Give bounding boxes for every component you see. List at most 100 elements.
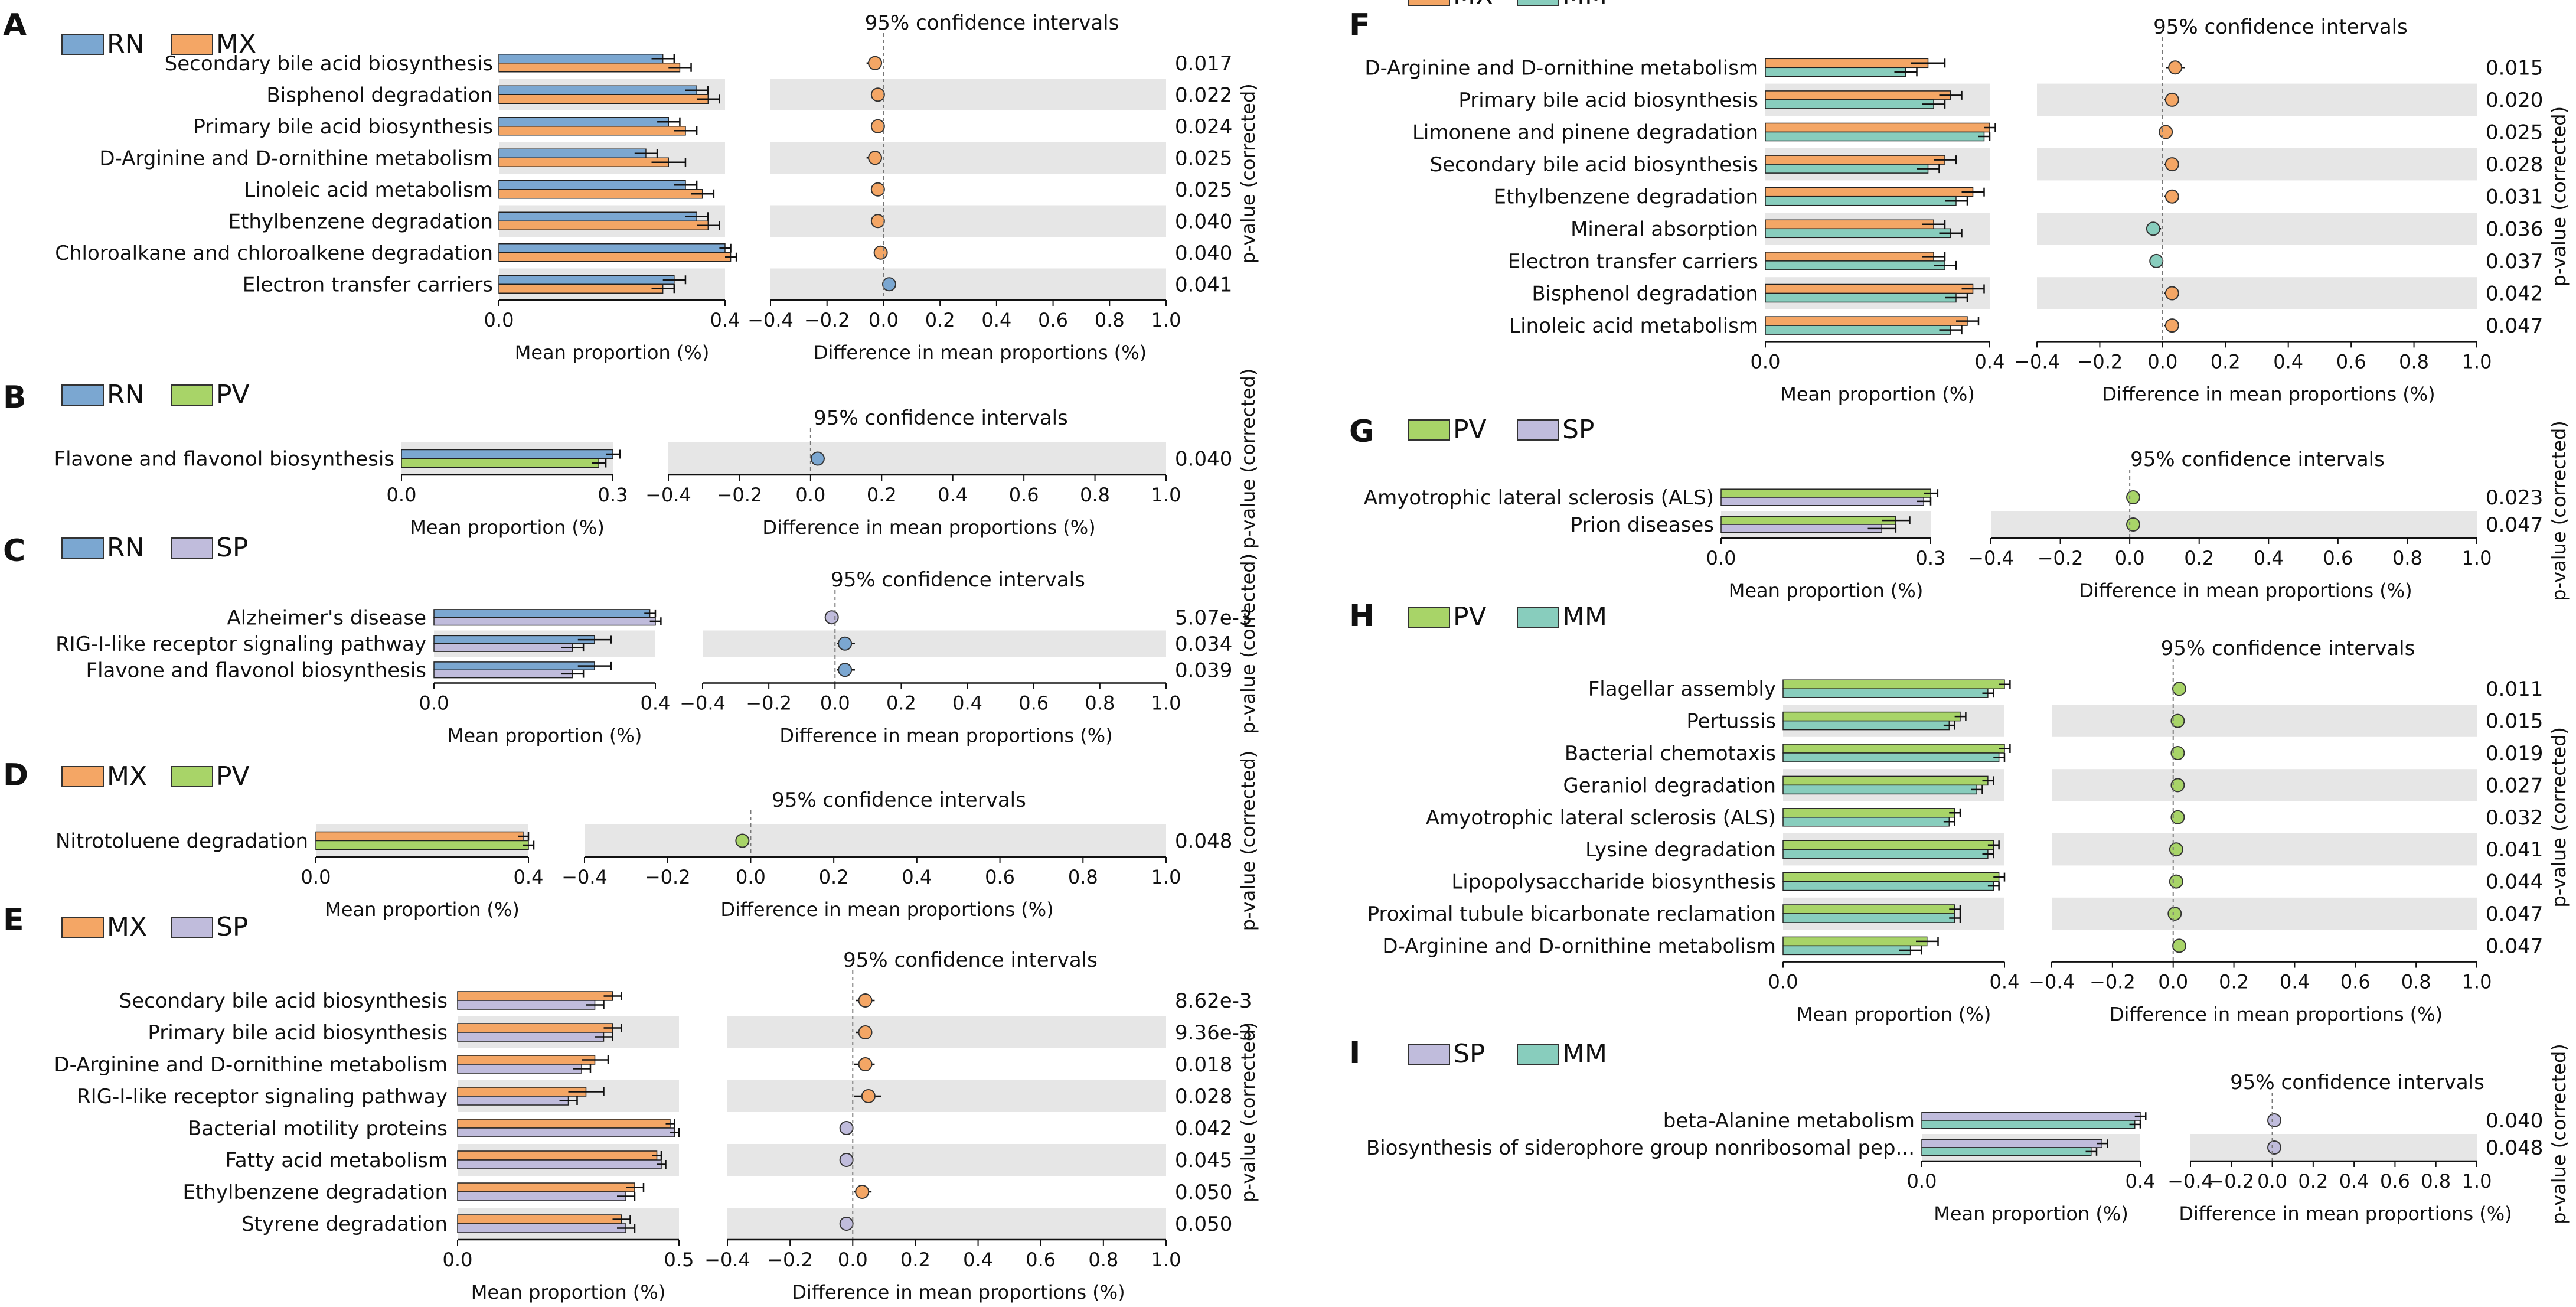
panel-e-bar-mx [457,991,613,1001]
panel-a-pvalue: 0.024 [1175,115,1232,139]
panel-f-bar-mx [1765,122,1990,133]
panel-h-bar-mm [1782,945,1911,956]
panel-a-bar-mx [498,126,686,136]
panel-b-diff-point [810,451,825,466]
panel-c-legend-swatch-rn [61,537,104,559]
panel-h-left-tick-label: 0.4 [1990,971,2020,993]
panel-a-category-label: Secondary bile acid biosynthesis [165,52,493,76]
panel-a-legend-label-rn: RN [107,29,145,59]
panel-a-pvalue: 0.022 [1175,83,1232,107]
panel-f-category-label: D-Arginine and D-ornithine metabolism [1364,56,1758,80]
panel-c-legend-label-rn: RN [107,533,145,563]
panel-a-diff-point [873,245,888,260]
panel-a-pvalue: 0.040 [1175,242,1232,265]
panel-a-bar-mx [498,252,732,262]
panel-i-row-shade-right [2190,1134,2477,1161]
panel-h-bar-pv [1782,775,1989,786]
panel-d-category-label: Nitrotoluene degradation [55,830,308,853]
panel-c-pvalue-axis-label: p-value (corrected) [1237,553,1259,734]
panel-f-category-label: Primary bile acid biosynthesis [1458,89,1758,112]
panel-e-left-tick-label: 0.0 [443,1249,473,1271]
panel-h-pvalue-axis-label: p-value (corrected) [2548,727,2570,908]
panel-a-diff-point [870,214,885,229]
panel-b-category-label: Flavone and flavonol biosynthesis [54,448,394,471]
panel-c-right-tick-label: 0.8 [1085,692,1115,715]
panel-a-row-shade-right [770,79,1166,110]
panel-d-right-tick-label: 0.4 [902,866,932,888]
panel-e-xlabel-left: Mean proportion (%) [471,1281,666,1303]
panel-c-xlabel-right: Difference in mean proportions (%) [779,725,1112,747]
panel-h-diff-point [2170,713,2185,728]
panel-h-bar-mm [1782,849,1989,859]
panel-f-right-tick-label: 0.6 [2336,350,2366,373]
panel-f-bar-mm [1765,164,1929,174]
panel-h-pvalue: 0.032 [2486,806,2543,830]
panel-f-diff-point [2164,318,2179,333]
panel-d-pvalue-axis-label: p-value (corrected) [1237,751,1259,931]
panel-h-right-tick-label: 0.0 [2158,971,2188,993]
panel-b-right-tick-label: 0.6 [1009,484,1039,506]
panel-e-bar-mx [457,1214,622,1224]
panel-e-bar-sp [457,1223,626,1233]
panel-e-bar-mx [457,1023,613,1033]
panel-f-right-tick-label: 0.0 [2147,350,2177,373]
panel-g-xlabel-right: Difference in mean proportions (%) [2079,579,2412,602]
panel-h-bar-mm [1782,688,1989,698]
panel-a-bar-rn [498,148,647,158]
panel-f-right-tick-label: 0.8 [2399,350,2429,373]
panel-b-xlabel-right: Difference in mean proportions (%) [762,516,1095,539]
panel-h-xlabel-left: Mean proportion (%) [1797,1003,1991,1026]
panel-i-letter: I [1349,1035,1360,1071]
panel-c-legend-swatch-sp [171,537,213,559]
panel-a-row-shade-right [770,205,1166,237]
panel-h-bar-pv [1782,744,2005,754]
panel-e-category-label: Fatty acid metabolism [225,1149,448,1172]
panel-g-legend-label-sp: SP [1562,415,1594,445]
panel-a-bar-rn [498,180,686,190]
panel-i-bar-mm [1921,1120,2136,1129]
panel-h-xlabel-right: Difference in mean proportions (%) [2110,1003,2443,1026]
panel-f-bar-mx [1765,316,1968,326]
panel-a-category-label: Chloroalkane and chloroalkene degradatio… [55,242,493,265]
panel-f-category-label: Ethylbenzene degradation [1494,185,1758,209]
panel-e-diff-point [855,1185,870,1199]
panel-c-letter: C [3,533,25,569]
panel-e-legend-label-mx: MX [107,912,147,942]
panel-e-legend-swatch-sp [171,917,213,938]
panel-d-letter: D [3,758,28,793]
panel-f-category-label: Linoleic acid metabolism [1509,314,1758,338]
panel-f-ci-title: 95% confidence intervals [2153,15,2408,39]
panel-g-right-tick-label: 0.0 [2115,547,2145,569]
panel-g-bar-sp [1720,524,1882,533]
panel-e-pvalue: 0.028 [1175,1085,1232,1109]
panel-e-bar-mx [457,1182,635,1192]
panel-e-bar-sp [457,1096,569,1106]
panel-f-pvalue: 0.036 [2486,217,2543,241]
panel-e-right-tick-label: 0.0 [838,1249,868,1271]
panel-d-right-tick-label: 0.2 [819,866,849,888]
panel-f-right-tick-label: 0.4 [2273,350,2303,373]
panel-e-row-shade-right [727,1208,1166,1240]
panel-i-pvalue: 0.040 [2486,1109,2543,1133]
panel-d-legend-swatch-pv [171,766,213,787]
panel-f-pvalue: 0.025 [2486,121,2543,145]
panel-e-right-tick-label: −0.4 [704,1249,750,1271]
panel-f-diff-point [2146,221,2160,236]
panel-e-bar-sp [457,1159,662,1169]
panel-e-row-shade-right [727,1016,1166,1048]
panel-h-category-label: Bacterial chemotaxis [1565,742,1776,765]
panel-i-bar-mm [1921,1147,2092,1156]
panel-d-legend-swatch-mx [61,766,104,787]
panel-f-row-shade-right [2037,277,2477,309]
panel-f-category-label: Electron transfer carriers [1508,250,1758,273]
panel-b-row-shade-right [668,442,1166,475]
panel-a-bar-rn [498,243,726,253]
panel-i-legend-swatch-mm [1517,1044,1559,1065]
panel-c-right-tick-label: −0.2 [746,692,792,715]
panel-c-diff-point [838,636,853,651]
panel-f-pvalue: 0.020 [2486,89,2543,112]
panel-g-legend-swatch-pv [1408,419,1450,441]
panel-a-bar-rn [498,54,664,64]
panel-c-bar-rn [433,635,595,644]
panel-h-diff-point [2170,746,2185,760]
